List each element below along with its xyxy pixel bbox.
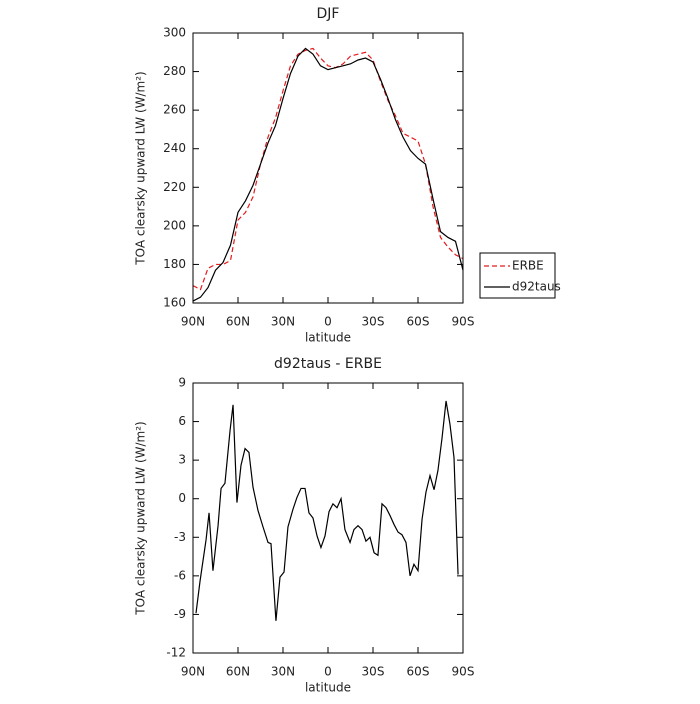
x-axis-label: latitude xyxy=(305,331,351,345)
x-tick-label: 0 xyxy=(324,315,332,329)
legend-label: ERBE xyxy=(512,259,544,273)
x-tick-label: 30N xyxy=(271,315,295,329)
y-tick-label: 3 xyxy=(178,453,186,467)
plot-frame xyxy=(192,32,464,304)
y-tick-label: 240 xyxy=(163,141,186,155)
y-tick-label: 220 xyxy=(163,180,186,194)
y-tick-label: 300 xyxy=(163,26,186,40)
chart-title: d92taus - ERBE xyxy=(274,356,382,372)
x-tick-label: 90S xyxy=(452,315,475,329)
y-tick-label: 180 xyxy=(163,257,186,271)
legend-label: d92taus xyxy=(512,280,561,294)
legend-box xyxy=(479,252,556,299)
data-line xyxy=(192,47,464,302)
y-tick-label: -12 xyxy=(166,646,186,660)
y-tick-label: 280 xyxy=(163,64,186,78)
x-tick-label: 90S xyxy=(452,665,475,679)
x-tick-label: 60N xyxy=(226,315,250,329)
y-tick-label: 200 xyxy=(163,218,186,232)
y-tick-label: 6 xyxy=(178,414,186,428)
x-axis-label: latitude xyxy=(305,681,351,695)
plot-frame xyxy=(192,382,464,654)
x-tick-label: 90N xyxy=(181,665,205,679)
y-tick-label: -9 xyxy=(174,607,186,621)
data-line xyxy=(192,47,464,291)
y-axis-label: TOA clearsky upward LW (W/m²) xyxy=(134,71,148,265)
y-tick-label: 0 xyxy=(178,491,186,505)
x-tick-label: 60S xyxy=(407,665,430,679)
y-axis-label: TOA clearsky upward LW (W/m²) xyxy=(134,421,148,615)
x-tick-label: 60S xyxy=(407,315,430,329)
y-tick-label: 160 xyxy=(163,296,186,310)
y-tick-label: -3 xyxy=(174,530,186,544)
x-tick-label: 0 xyxy=(324,665,332,679)
x-tick-label: 90N xyxy=(181,315,205,329)
x-tick-label: 30S xyxy=(362,665,385,679)
y-tick-label: -6 xyxy=(174,568,186,582)
chart-title: DJF xyxy=(317,6,340,22)
x-tick-label: 60N xyxy=(226,665,250,679)
x-tick-label: 30N xyxy=(271,665,295,679)
y-tick-label: 9 xyxy=(178,376,186,390)
x-tick-label: 30S xyxy=(362,315,385,329)
data-line xyxy=(195,400,459,621)
y-tick-label: 260 xyxy=(163,103,186,117)
